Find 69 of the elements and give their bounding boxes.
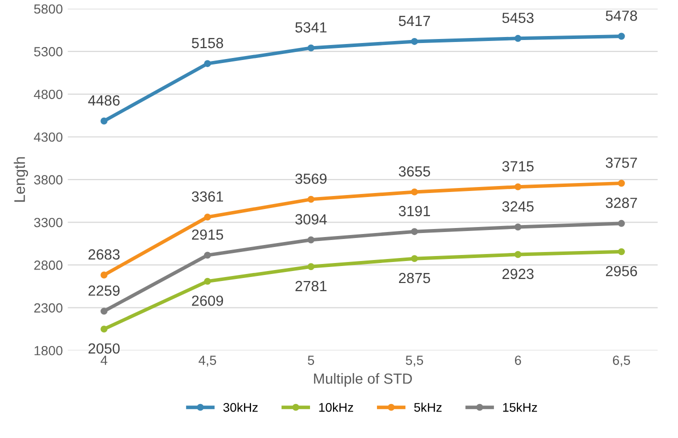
- data-label: 3655: [398, 166, 430, 177]
- y-tick-label: 4300: [34, 132, 62, 142]
- legend-label: 10kHz: [319, 402, 354, 412]
- data-label: 3287: [606, 198, 637, 208]
- point: [514, 224, 522, 230]
- y-tick-label: 3300: [34, 218, 62, 228]
- legend-label: 30kHz: [223, 402, 258, 412]
- point: [514, 183, 522, 190]
- point: [618, 220, 625, 227]
- point: [204, 60, 211, 68]
- data-label: 3094: [295, 214, 327, 224]
- point: [618, 248, 625, 256]
- point: [618, 180, 625, 187]
- x-axis-title: Multiple of STD: [314, 373, 412, 387]
- point: [308, 263, 314, 270]
- point: [308, 236, 314, 244]
- data-label: 2609: [192, 296, 224, 306]
- data-label: 5453: [502, 12, 534, 24]
- data-label: 5158: [192, 38, 224, 48]
- data-label: 3245: [502, 201, 534, 212]
- data-label: 2259: [88, 285, 120, 296]
- x-tick-label: 6: [514, 356, 522, 365]
- point: [411, 188, 418, 196]
- x-tick-label: 5: [308, 356, 314, 365]
- point: [411, 38, 418, 45]
- data-label: 4486: [88, 95, 120, 106]
- legend-label: 5kHz: [414, 402, 442, 412]
- data-label: 2875: [398, 272, 430, 284]
- point: [204, 278, 211, 285]
- point: [618, 32, 625, 40]
- data-label: 3569: [295, 174, 327, 184]
- point: [514, 34, 522, 42]
- data-label: 5478: [606, 10, 638, 21]
- data-label: 2923: [502, 268, 534, 280]
- point: [100, 272, 108, 278]
- x-tick-label: 6,5: [612, 356, 630, 367]
- y-tick-label: 2800: [34, 260, 62, 270]
- data-label: 3715: [502, 161, 534, 172]
- y-axis-title: Length: [14, 157, 28, 202]
- y-tick-label: 5800: [34, 4, 62, 14]
- legend-label: 15kHz: [503, 402, 537, 412]
- point: [514, 251, 522, 258]
- point: [411, 228, 418, 236]
- data-label: 3757: [606, 158, 637, 168]
- y-tick-label: 1800: [34, 346, 62, 356]
- point: [100, 308, 108, 315]
- y-tick-label: 4800: [34, 90, 62, 100]
- point: [100, 118, 108, 124]
- point: [308, 44, 314, 52]
- data-label: 3361: [192, 191, 224, 202]
- data-label: 2050: [88, 343, 120, 354]
- point: [100, 326, 108, 333]
- y-tick-label: 3800: [34, 175, 62, 184]
- x-tick-label: 4: [100, 356, 108, 365]
- data-label: 2683: [88, 249, 120, 260]
- x-tick-label: 4,5: [198, 356, 216, 367]
- data-label: 3191: [398, 206, 430, 216]
- point: [308, 196, 314, 203]
- y-tick-label: 2300: [34, 303, 62, 313]
- data-label: 5417: [398, 16, 430, 26]
- x-tick-label: 5,5: [406, 356, 424, 367]
- point: [411, 255, 418, 262]
- point: [204, 214, 211, 221]
- data-label: 2956: [606, 266, 638, 276]
- y-tick-label: 5300: [34, 47, 62, 56]
- data-label: 2781: [296, 280, 326, 292]
- point: [204, 252, 211, 259]
- data-label: 5341: [295, 22, 326, 33]
- data-label: 2915: [192, 229, 224, 240]
